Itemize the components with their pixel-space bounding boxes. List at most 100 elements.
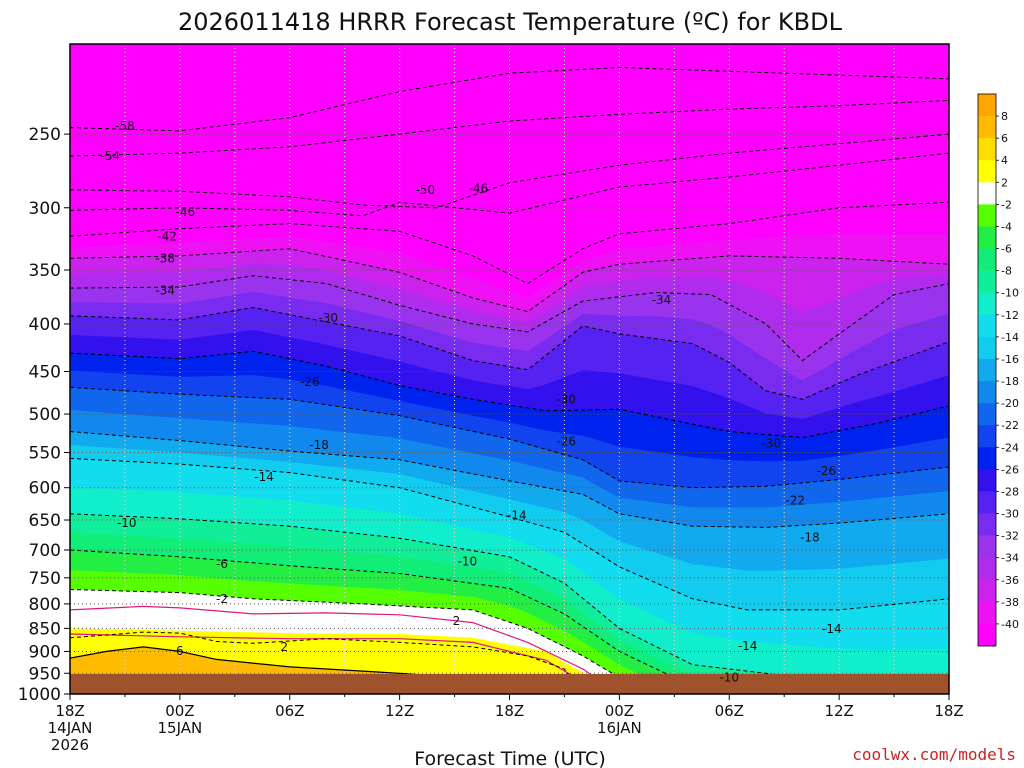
x-tick-label: 14JAN xyxy=(48,719,93,737)
colorbar-label: -30 xyxy=(1001,508,1019,521)
isotherm-label: -26 xyxy=(300,375,320,389)
colorbar-swatch xyxy=(978,557,996,581)
isotherm-label: -10 xyxy=(117,516,137,530)
isotherm-m2 xyxy=(70,589,657,694)
colorbar-swatch xyxy=(978,469,996,492)
isotherm-label: -30 xyxy=(556,392,576,406)
isotherm-label: -26 xyxy=(817,464,837,478)
colorbar-swatch xyxy=(978,138,996,161)
isotherm-m22 xyxy=(70,386,949,489)
isotherm-2 xyxy=(70,631,584,694)
isotherm-label: -30 xyxy=(762,437,782,451)
colorbar-swatch xyxy=(978,160,996,183)
isotherm-m34 xyxy=(70,275,949,362)
isotherm-label: -6 xyxy=(216,557,228,571)
isotherm-label: -46 xyxy=(176,205,196,219)
isotherm-label: -54 xyxy=(100,149,120,163)
isotherm-label: -58 xyxy=(115,119,135,133)
isotherm-label: 6 xyxy=(176,644,184,658)
isotherm-m14 xyxy=(70,457,949,611)
x-tick-label: 12Z xyxy=(385,702,414,720)
colorbar-swatch xyxy=(978,623,996,647)
x-tick-label: 06Z xyxy=(715,702,744,720)
colorbar-swatch xyxy=(978,447,996,470)
colorbar-swatch xyxy=(978,358,996,382)
isotherm-label: -34 xyxy=(155,283,175,297)
colorbar-swatch xyxy=(978,601,996,625)
y-tick-label: 300 xyxy=(29,199,61,219)
colorbar-swatch xyxy=(978,403,996,426)
y-tick-label: 800 xyxy=(29,595,61,615)
x-tick-label: 06Z xyxy=(275,702,304,720)
colorbar-swatch xyxy=(978,204,996,227)
colorbar-label: 2 xyxy=(1001,176,1008,189)
isotherm-label: -14 xyxy=(822,622,842,636)
colorbar-label: -38 xyxy=(1001,596,1019,609)
colorbar-swatch xyxy=(978,513,996,536)
isotherm-label: -18 xyxy=(800,531,820,545)
isotherm-label: -14 xyxy=(507,509,527,523)
colorbar-label: 4 xyxy=(1001,154,1008,167)
x-tick-label: 18Z xyxy=(495,702,524,720)
colorbar-swatch xyxy=(978,535,996,558)
x-tick-label: 00Z xyxy=(165,702,194,720)
isotherm-labels: -58-54-50 -46-46-42-38-34-34-30-30-30-26-… xyxy=(100,119,842,685)
isotherm-label: -10 xyxy=(719,671,739,685)
colorbar-label: 6 xyxy=(1001,132,1008,145)
y-tick-label: 1000 xyxy=(18,685,61,705)
isotherm-label: 2 xyxy=(453,614,461,628)
colorbar-swatch xyxy=(978,226,996,249)
colorbar-label: -34 xyxy=(1001,552,1019,565)
isotherm-label: -14 xyxy=(254,470,274,484)
colorbar-swatch xyxy=(978,579,996,603)
isotherm-m46 xyxy=(70,152,949,217)
colorbar-label: -40 xyxy=(1001,618,1019,631)
colorbar-label: -18 xyxy=(1001,375,1019,388)
isotherm-label: -46 xyxy=(469,181,489,195)
y-axis-ticks: 250 300 350 400 450 500 550 600 650 700 750 800 850 9… xyxy=(18,125,70,705)
colorbar-swatch xyxy=(978,270,996,294)
y-tick-label: 900 xyxy=(29,642,61,662)
y-tick-label: 750 xyxy=(29,569,61,589)
isotherm-m18 xyxy=(70,431,949,528)
colorbar-label: 8 xyxy=(1001,110,1008,123)
colorbar-swatch xyxy=(978,314,996,338)
isotherm-label: -18 xyxy=(309,438,329,452)
colorbar: -40-38-36-34-32-30-28-26-24-22-20-18-16-… xyxy=(977,93,1019,647)
isotherm-label: -2 xyxy=(216,592,228,606)
y-tick-label: 400 xyxy=(29,315,61,335)
isotherm-label: -30 xyxy=(318,311,338,325)
colorbar-label: -14 xyxy=(1001,331,1019,344)
colorbar-label: -28 xyxy=(1001,485,1019,498)
colorbar-label: -22 xyxy=(1001,419,1019,432)
y-tick-label: 950 xyxy=(29,664,61,684)
colorbar-label: -24 xyxy=(1001,441,1019,454)
freezing-line-upper xyxy=(70,605,620,694)
isotherm-m38 xyxy=(70,248,949,313)
credit-link[interactable]: coolwx.com/models xyxy=(852,745,1016,764)
isotherm-m54 xyxy=(70,99,949,157)
colorbar-label: -20 xyxy=(1001,397,1019,410)
colorbar-label: -36 xyxy=(1001,574,1019,587)
y-tick-label: 550 xyxy=(29,444,61,464)
chart-title: 2026011418 HRRR Forecast Temperature (ºC… xyxy=(178,8,843,36)
colorbar-label: -16 xyxy=(1001,353,1019,366)
plot-area: -58-54-50 -46-46-42-38-34-34-30-30-30-26-… xyxy=(70,44,949,694)
colorbar-frame xyxy=(977,93,997,647)
y-tick-label: 450 xyxy=(29,363,61,383)
x-tick-label: 00Z xyxy=(605,702,634,720)
x-tick-label: 18Z xyxy=(55,702,84,720)
colorbar-swatch xyxy=(978,248,996,271)
isotherm-label: -38 xyxy=(155,251,175,265)
ground-surface xyxy=(70,674,949,694)
colorbar-swatch xyxy=(978,94,996,117)
colorbar-label: -26 xyxy=(1001,463,1019,476)
y-tick-label: 700 xyxy=(29,541,61,561)
isotherm-m42 xyxy=(70,201,949,285)
x-tick-label: 12Z xyxy=(824,702,853,720)
colorbar-swatch xyxy=(978,425,996,448)
isotherm-m6 xyxy=(70,549,712,694)
colorbar-swatch xyxy=(978,381,996,404)
colorbar-label: -4 xyxy=(1001,220,1012,233)
